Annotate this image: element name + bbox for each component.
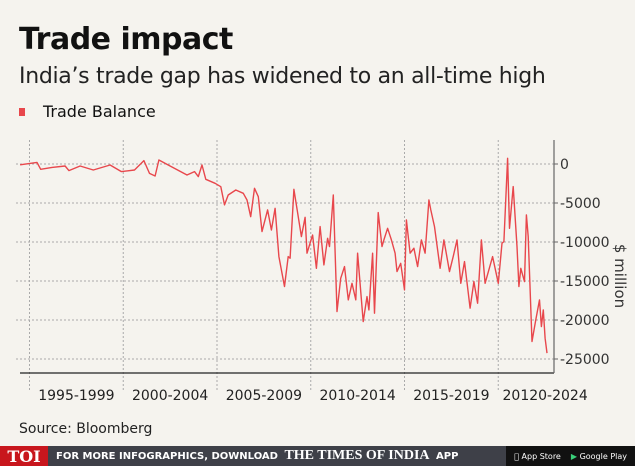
x-category-label: 1995-1999 (38, 388, 114, 404)
google-play-label: Google Play (579, 451, 627, 461)
apple-icon:  (514, 452, 519, 461)
y-tick-labels: 0 -5000 -10000 -15000 -20000 -25000 (560, 157, 610, 368)
grid-lines (16, 140, 554, 390)
trade-balance-line (20, 157, 548, 354)
x-category-label: 2015-2019 (413, 388, 489, 404)
toi-logo: TOI (0, 446, 48, 466)
y-axis-label: $ million (611, 244, 629, 308)
legend: Trade Balance (19, 102, 156, 121)
app-label: APP (436, 451, 459, 462)
y-tick-label: 0 (560, 157, 569, 173)
x-category-labels: 1995-1999 2000-2004 2005-2009 2010-2014 2015… (38, 388, 588, 404)
x-category-label: 20120-2024 (503, 388, 588, 404)
y-tick-label: -10000 (560, 235, 610, 251)
legend-label-trade-balance: Trade Balance (43, 102, 156, 121)
promo-label: FOR MORE INFOGRAPHICS, DOWNLOAD (56, 451, 278, 462)
y-tick-label: -25000 (560, 352, 610, 368)
source-note: Source: Bloomberg (19, 421, 153, 437)
play-icon: ▶ (570, 451, 578, 461)
line-chart: 0 -5000 -10000 -15000 -20000 -25000 1995-1999… (16, 140, 629, 404)
axes (20, 140, 558, 374)
app-store-label: App Store (521, 451, 561, 461)
chart-title: Trade impact (19, 22, 233, 57)
promo-text: FOR MORE INFOGRAPHICS, DOWNLOAD THE TIME… (56, 448, 458, 464)
google-play-button[interactable]: ▶ Google Play (571, 452, 627, 461)
footer-banner[interactable]: TOI FOR MORE INFOGRAPHICS, DOWNLOAD THE … (0, 446, 635, 466)
y-tick-label: -20000 (560, 313, 610, 329)
series-trade-balance (20, 157, 548, 354)
y-tick-label: -15000 (560, 274, 610, 290)
brand-name: THE TIMES OF INDIA (284, 448, 430, 463)
store-badges:  App Store ▶ Google Play (506, 446, 635, 466)
x-category-label: 2010-2014 (319, 388, 395, 404)
app-store-button[interactable]:  App Store (514, 452, 561, 461)
x-category-label: 2000-2004 (132, 388, 208, 404)
y-tick-label: -5000 (560, 196, 601, 212)
legend-swatch-trade-balance (19, 107, 25, 116)
x-category-label: 2005-2009 (226, 388, 302, 404)
chart-subtitle: India’s trade gap has widened to an all-… (19, 64, 546, 89)
